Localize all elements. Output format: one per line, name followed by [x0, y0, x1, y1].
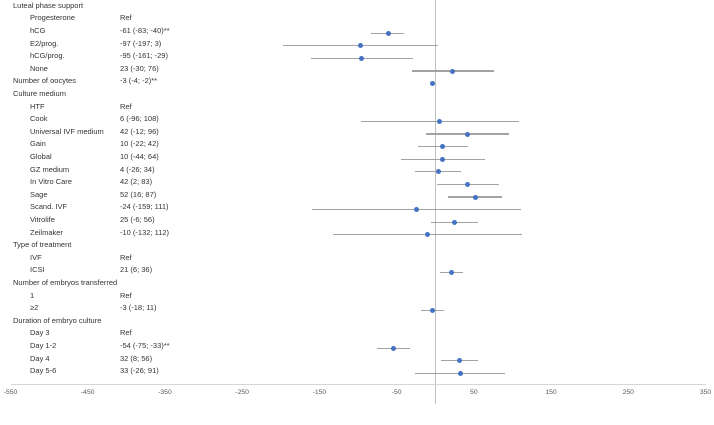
row-value: 25 (-6; 56) — [120, 214, 155, 224]
estimate-marker — [465, 181, 471, 187]
estimate-marker — [452, 219, 458, 225]
row-label: Sage — [30, 189, 48, 199]
estimate-marker — [458, 370, 464, 376]
estimate-marker — [435, 169, 441, 175]
row-label: IVF — [30, 252, 42, 262]
estimate-marker — [440, 156, 446, 162]
row-label: Luteal phase support — [13, 0, 84, 10]
row-label: None — [30, 63, 48, 73]
estimate-marker — [425, 232, 430, 238]
row-value: -54 (-75; -33)** — [120, 340, 170, 350]
row-label: Culture medium — [13, 88, 66, 98]
row-value: -24 (-159; 111) — [120, 202, 169, 212]
row-label: Type of treatment — [13, 240, 72, 250]
row-value: 52 (16; 87) — [120, 189, 157, 199]
row-value: Ref — [120, 13, 132, 23]
estimate-marker — [430, 307, 436, 313]
row-label: ICSI — [30, 265, 45, 275]
row-label: Duration of embryo culture — [13, 315, 102, 325]
row-value: Ref — [120, 290, 132, 300]
estimate-marker — [357, 43, 363, 49]
estimate-marker — [359, 55, 365, 61]
row-value: 10 (-22; 42) — [120, 139, 159, 149]
row-label: hCG — [30, 25, 46, 35]
row-label: Gain — [30, 139, 46, 149]
row-label: Vitrolife — [30, 214, 55, 224]
estimate-marker — [414, 207, 420, 213]
row-value: Ref — [120, 328, 132, 338]
x-tick-label: 150 — [545, 389, 557, 396]
row-label: GZ medium — [30, 164, 70, 174]
row-value: -97 (-197; 3) — [120, 38, 162, 48]
row-value: 21 (6; 36) — [120, 265, 153, 275]
row-value: Ref — [120, 252, 132, 262]
row-label: Day 3 — [30, 328, 50, 338]
row-label: Day 5-6 — [30, 366, 57, 376]
row-value: 10 (-44; 64) — [120, 151, 159, 161]
estimate-marker — [450, 68, 456, 74]
row-value: 6 (-96; 108) — [120, 114, 159, 124]
row-label: HTF — [30, 101, 45, 111]
row-value: 32 (8; 56) — [120, 353, 153, 363]
row-label: Day 1-2 — [30, 340, 57, 350]
row-label: Cook — [30, 114, 48, 124]
x-tick-label: -350 — [158, 389, 172, 396]
row-label: Global — [30, 151, 52, 161]
row-value: 33 (-26; 91) — [120, 366, 159, 376]
row-value: -95 (-161; -29) — [120, 51, 168, 61]
row-label: hCG/prog. — [30, 51, 65, 61]
row-value: 4 (-26; 34) — [120, 164, 155, 174]
x-tick-label: -150 — [312, 389, 327, 396]
estimate-marker — [440, 144, 446, 150]
row-value: -3 (-18; 11) — [120, 303, 157, 313]
row-value: -10 (-132; 112) — [120, 227, 170, 237]
row-label: Number of oocytes — [13, 76, 76, 86]
row-label: In Vitro Care — [30, 177, 72, 187]
row-label: ≥2 — [30, 303, 39, 313]
estimate-marker — [437, 118, 443, 124]
row-label: Day 4 — [30, 353, 50, 363]
x-tick-label: 250 — [622, 389, 634, 396]
row-value: Ref — [120, 101, 132, 111]
row-label: Scand. IVF — [30, 202, 68, 212]
x-axis-line — [10, 383, 706, 385]
estimate-marker — [457, 358, 463, 364]
x-tick-label: 350 — [699, 389, 712, 396]
estimate-marker — [465, 131, 471, 137]
x-tick-label: -450 — [80, 389, 95, 396]
estimate-marker — [430, 81, 436, 87]
row-value: -61 (-83; -40)** — [120, 25, 170, 35]
row-label: Universal IVF medium — [30, 126, 104, 136]
row-value: 42 (2; 83) — [120, 177, 153, 187]
estimate-marker — [391, 345, 397, 351]
x-tick-label: 50 — [470, 389, 478, 396]
zero-reference-line — [434, 0, 436, 404]
estimate-marker — [472, 194, 478, 200]
row-label: Zeilmaker — [30, 227, 63, 237]
row-label: 1 — [30, 290, 35, 300]
row-label: Progesterone — [30, 13, 76, 23]
row-label: E2/prog. — [30, 38, 59, 48]
row-value: -3 (-4; -2)** — [120, 76, 158, 86]
row-label: Number of embryos transferred — [13, 277, 118, 287]
x-tick-label: -550 — [3, 389, 18, 396]
row-value: 42 (-12; 96) — [120, 126, 159, 136]
row-value: 23 (-30; 76) — [120, 63, 159, 73]
estimate-marker — [385, 30, 391, 36]
x-tick-label: -50 — [391, 389, 402, 396]
estimate-marker — [448, 270, 454, 276]
x-tick-label: -250 — [235, 389, 249, 396]
